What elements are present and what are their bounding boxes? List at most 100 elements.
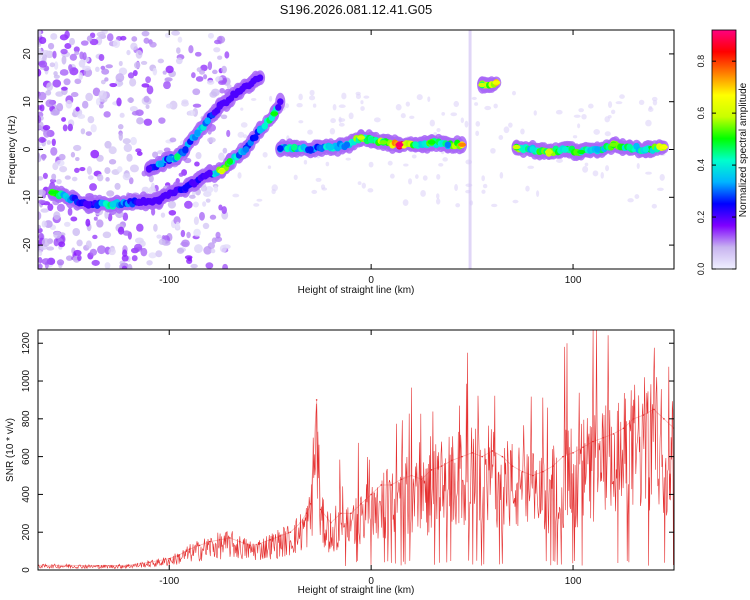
colorbar-tick-label: 0.0 — [696, 263, 706, 276]
snr-panel: -100 0 100 0 200 400 600 800 1000 1200 Height of… — [5, 329, 675, 596]
noise-blob — [74, 51, 80, 56]
colorbar: 0.0 0.2 0.4 0.6 0.8 Normalized spectral ampl… — [696, 29, 749, 276]
noise-blob — [588, 103, 594, 109]
noise-blob — [194, 244, 203, 254]
noise-blob — [38, 47, 42, 53]
noise-blob — [503, 126, 510, 134]
noise-blob — [90, 124, 97, 133]
noise-blob — [200, 64, 208, 72]
snr-point — [572, 452, 574, 454]
noise-blob — [199, 69, 205, 75]
signal-peak — [270, 111, 279, 116]
noise-blob — [203, 74, 208, 80]
snr-point — [653, 408, 655, 411]
noise-blob — [533, 110, 537, 116]
snr-point — [521, 470, 524, 473]
snr-point — [602, 436, 605, 439]
signal-blob — [642, 146, 649, 153]
noise-blob — [43, 129, 51, 138]
noise-blob — [131, 255, 138, 262]
y-tick-label: 0 — [22, 146, 33, 152]
snr-point — [592, 440, 595, 443]
noise-blob — [119, 112, 125, 118]
noise-blob — [130, 136, 137, 146]
noise-blob — [218, 152, 225, 161]
noise-blob — [165, 65, 174, 74]
noise-blob — [102, 231, 112, 239]
noise-blob — [226, 129, 231, 138]
noise-blob — [108, 159, 117, 165]
noise-blob — [38, 263, 43, 269]
noise-blob — [636, 162, 640, 169]
noise-blob — [65, 255, 73, 261]
noise-blob — [212, 69, 218, 75]
noise-blob — [96, 173, 104, 182]
noise-blob — [156, 234, 162, 239]
spectrogram-x-ticks: -100 0 100 — [159, 30, 582, 286]
signal-peak — [659, 144, 668, 150]
noise-blob — [176, 247, 185, 254]
noise-blob — [42, 172, 48, 180]
noise-blob — [41, 258, 51, 265]
noise-blob — [237, 172, 242, 179]
noise-blob — [38, 211, 42, 221]
noise-blob — [389, 173, 395, 179]
noise-blob — [442, 157, 448, 162]
snr-y-ticks: 0 200 400 600 800 1000 1200 — [21, 332, 674, 573]
noise-blob — [187, 256, 192, 262]
colorbar-tick-label: 0.2 — [696, 211, 706, 224]
noise-blob — [607, 114, 612, 119]
noise-blob — [127, 72, 135, 79]
noise-blob — [157, 150, 164, 155]
noise-blob — [474, 102, 479, 106]
x-tick-label: 0 — [368, 576, 374, 587]
noise-blob — [38, 250, 43, 257]
noise-blob — [86, 166, 93, 175]
noise-blob — [38, 224, 42, 230]
noise-blob — [149, 41, 157, 48]
noise-blob — [141, 83, 150, 88]
noise-blob — [90, 149, 100, 159]
noise-blob — [210, 88, 220, 97]
noise-blob — [38, 30, 42, 37]
noise-blob — [98, 103, 104, 109]
snr-noise-trace — [38, 330, 674, 570]
noise-blob — [152, 67, 158, 76]
noise-blob — [117, 166, 123, 173]
noise-blob — [41, 153, 46, 161]
noise-blob — [481, 175, 485, 182]
noise-blob — [577, 123, 581, 129]
noise-blob — [659, 173, 665, 181]
noise-blob — [46, 140, 51, 145]
noise-blob — [256, 198, 263, 202]
noise-blob — [191, 72, 196, 79]
spectrogram-y-axis-label: Frequency (Hz) — [7, 116, 18, 185]
noise-blob — [490, 147, 496, 154]
noise-blob — [218, 204, 223, 211]
noise-blob — [47, 203, 54, 211]
noise-blob — [604, 131, 611, 137]
noise-blob — [405, 101, 411, 107]
noise-blob — [41, 238, 51, 247]
noise-blob — [211, 237, 217, 244]
colorbar-tick-label: 0.8 — [696, 55, 706, 68]
noise-blob — [140, 60, 148, 65]
noise-blob — [69, 53, 78, 61]
noise-blob — [126, 153, 133, 162]
noise-blob — [368, 161, 374, 168]
noise-blob — [213, 185, 219, 193]
noise-blob — [360, 100, 364, 105]
snr-points — [38, 399, 674, 567]
noise-blob — [122, 212, 129, 222]
noise-blob — [338, 116, 342, 123]
snr-point — [289, 531, 292, 534]
noise-blob — [221, 65, 227, 74]
noise-blob — [395, 103, 402, 111]
signal-peak — [492, 80, 501, 85]
signal-blob — [343, 141, 351, 149]
noise-blob — [202, 222, 210, 230]
noise-blob — [92, 234, 98, 240]
snr-point — [299, 521, 302, 524]
noise-blob — [133, 61, 141, 69]
signal-blob — [256, 126, 264, 134]
